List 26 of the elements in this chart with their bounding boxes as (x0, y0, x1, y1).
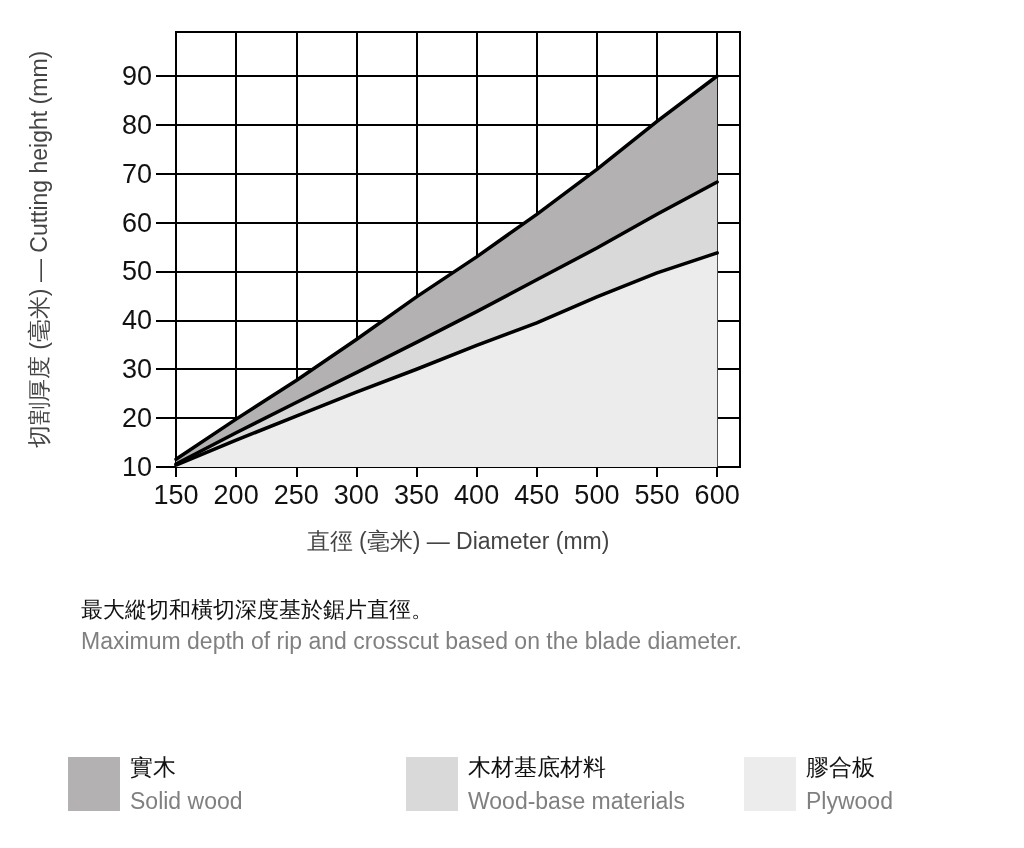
y-tick-label: 40 (121, 305, 152, 336)
x-tick-label: 350 (393, 479, 440, 510)
y-tick-label: 30 (121, 354, 152, 385)
y-tick-label: 70 (121, 158, 152, 189)
x-tick-label: 150 (153, 479, 199, 510)
x-tick-label: 450 (514, 479, 560, 510)
x-tick-label: 400 (454, 479, 500, 510)
y-tick-label: 90 (121, 60, 152, 91)
x-tick-label: 250 (273, 479, 319, 510)
x-axis-title: 直徑 (毫米) — Diameter (mm) (306, 527, 610, 554)
y-tick-label: 50 (121, 256, 152, 287)
x-tick-label: 550 (634, 479, 680, 510)
legend-label: 膠合板 Plywood (806, 753, 893, 816)
x-tick-label: 200 (213, 479, 259, 510)
y-tick-label: 20 (121, 403, 152, 434)
x-tick-label: 600 (694, 479, 740, 510)
y-tick-label: 80 (121, 109, 152, 140)
legend-label: 實木 Solid wood (130, 753, 243, 816)
y-tick-label: 60 (121, 207, 152, 238)
text: 最大縱切和橫切深度基於鋸片直徑。 (81, 596, 433, 622)
y-axis-title: 切割厚度 (毫米) — Cutting height (mm) (25, 50, 52, 449)
y-tick-label: 10 (121, 452, 152, 482)
legend-label: 木材基底材料 Wood-base materials (468, 753, 685, 816)
x-tick-label: 300 (333, 479, 379, 510)
x-tick-label: 500 (574, 479, 620, 510)
text: Maximum depth of rip and crosscut based on the blade diameter. (81, 628, 742, 654)
